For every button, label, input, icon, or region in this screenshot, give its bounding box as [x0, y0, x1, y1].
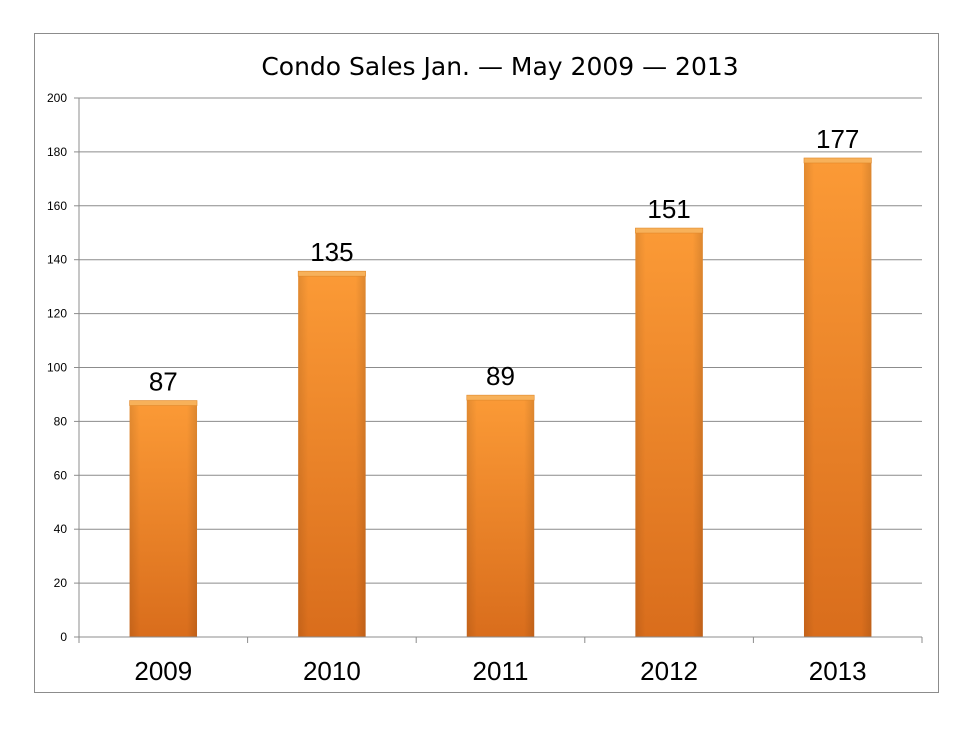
bar-cap-2013 [803, 157, 872, 164]
bar-cap-2012 [635, 227, 704, 234]
y-tick-label-180: 180 [47, 145, 67, 159]
gridlines [79, 97, 922, 584]
bar-shade-2010 [298, 273, 366, 637]
bar-shade-2012 [635, 230, 703, 637]
bar-cap-2010 [297, 270, 366, 277]
y-tick-label-100: 100 [47, 361, 67, 375]
x-tick-label-2010: 2010 [303, 656, 361, 686]
y-tick-label-160: 160 [47, 199, 67, 213]
chart-title: Condo Sales Jan. — May 2009 — 2013 [261, 52, 738, 81]
bar-cap-2009 [129, 400, 198, 406]
data-label-2009: 87 [149, 367, 178, 397]
y-tick-label-0: 0 [60, 630, 67, 644]
x-tick-label-2011: 2011 [473, 656, 529, 686]
bar-shade-2013 [803, 159, 872, 638]
y-tick-label-60: 60 [54, 468, 68, 482]
bar-cap-2011 [466, 394, 535, 401]
y-tick-label-40: 40 [54, 522, 68, 536]
bars [129, 157, 872, 638]
y-tick-label-140: 140 [47, 253, 67, 267]
y-tick-label-20: 20 [54, 576, 68, 590]
bar-shade-2011 [466, 397, 535, 637]
data-label-2010: 135 [310, 237, 353, 267]
y-tick-label-80: 80 [54, 414, 68, 428]
data-label-2013: 177 [816, 124, 859, 154]
x-tick-label-2009: 2009 [134, 656, 192, 686]
labels: 0 20 40 60 80 100 120 140 160 180 200 87 2009 135 2010… [47, 91, 867, 686]
data-label-2011: 89 [486, 361, 515, 391]
y-tick-label-200: 200 [47, 91, 67, 105]
x-tick-label-2012: 2012 [640, 656, 698, 686]
y-tick-label-120: 120 [47, 307, 67, 321]
data-label-2012: 151 [647, 194, 690, 224]
x-tick-label-2013: 2013 [809, 656, 867, 686]
bar-shade-2009 [129, 402, 198, 637]
axes [74, 97, 923, 643]
